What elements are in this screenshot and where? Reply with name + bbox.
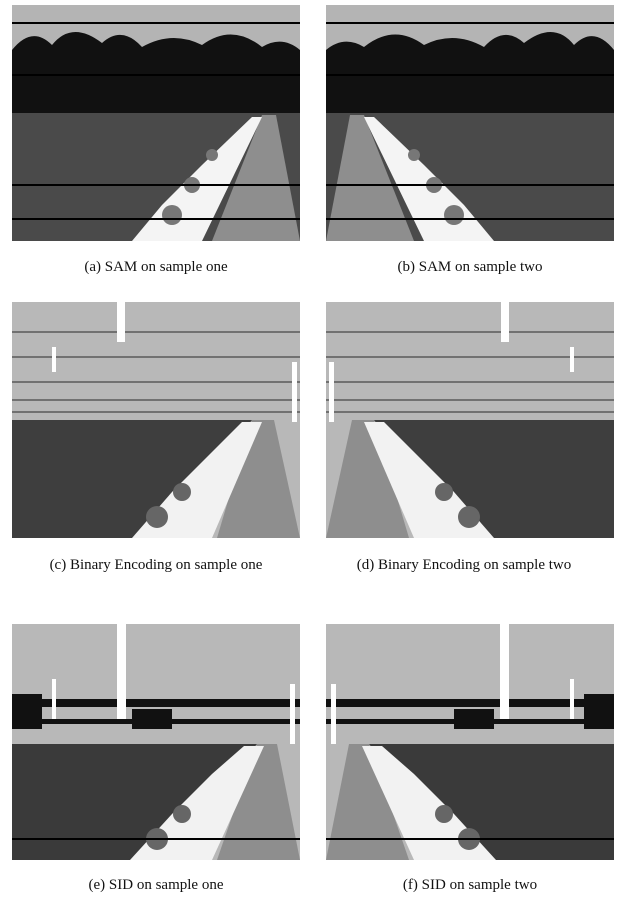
page: (a) SAM on sample one (b) SAM on sample … <box>0 0 620 899</box>
result-image <box>326 624 614 860</box>
caption: (d) Binary Encoding on sample two <box>316 556 612 574</box>
result-image <box>12 624 300 860</box>
caption: (b) SAM on sample two <box>322 258 618 276</box>
result-image <box>326 302 614 538</box>
caption: (f) SID on sample two <box>322 876 618 894</box>
result-image <box>12 5 300 241</box>
caption: (c) Binary Encoding on sample one <box>4 556 308 574</box>
result-image <box>12 302 300 538</box>
result-image <box>326 5 614 241</box>
caption: (e) SID on sample one <box>8 876 304 894</box>
caption: (a) SAM on sample one <box>8 258 304 276</box>
